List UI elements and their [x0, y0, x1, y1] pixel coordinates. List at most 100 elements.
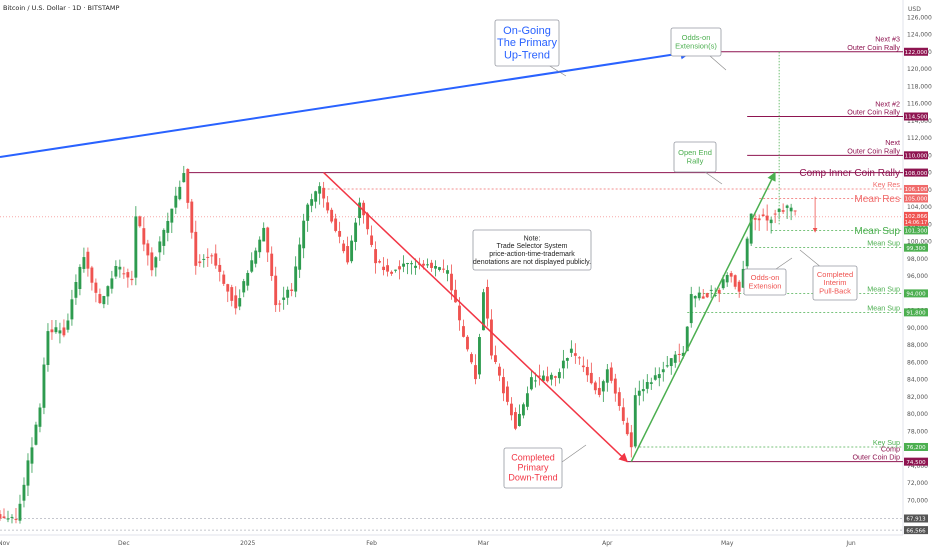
completed-pullback-callout-text: Completed	[817, 270, 853, 279]
candle-body	[106, 286, 110, 297]
candle-body	[366, 213, 370, 230]
candle-body	[374, 249, 378, 264]
candle-body	[749, 213, 753, 244]
candle-body	[150, 252, 154, 271]
candle-body	[478, 337, 481, 375]
candle-body	[434, 265, 437, 269]
candle-body	[525, 393, 529, 407]
candle-body	[338, 230, 342, 237]
candle-body	[442, 268, 445, 270]
price-badge-text: 114,500	[905, 115, 928, 121]
candle-body	[753, 217, 757, 220]
odds-on-extension-callout-box	[743, 268, 787, 296]
candle-body	[174, 195, 178, 208]
level-label: Mean Sup	[854, 226, 900, 237]
candle-body	[661, 369, 665, 373]
candle-body	[226, 284, 230, 292]
completed-pullback-callout-text: Pull-Back	[819, 287, 851, 296]
candle-body	[466, 336, 469, 350]
candle-body	[438, 267, 441, 270]
price-badge-text: 110,000	[905, 154, 928, 160]
candle-body	[549, 374, 553, 380]
candle-body	[342, 243, 346, 252]
x-tick-label: Nov	[0, 540, 10, 547]
candle-body	[454, 289, 457, 303]
candle-body	[318, 186, 322, 194]
candle-body	[34, 424, 38, 445]
trendlines-layer	[0, 47, 818, 463]
candle-body	[210, 255, 214, 257]
uptrend-callout-text: The Primary	[497, 37, 557, 49]
candle-body	[406, 263, 409, 265]
candle-body	[38, 407, 42, 427]
level-label: Mean Res	[854, 194, 900, 205]
candle-body	[294, 266, 298, 292]
candle-body	[354, 222, 358, 242]
candle-body	[6, 518, 10, 520]
candle-body	[246, 272, 250, 286]
candle-body	[446, 270, 449, 274]
completed-downtrend-callout-box	[503, 447, 563, 489]
uptrend-callout-box	[494, 19, 560, 67]
time-axis[interactable]: Nov Dec 2025 Feb Mar Apr May Jun	[0, 540, 856, 547]
odds-on-extension-callout-text: Extension	[749, 281, 782, 290]
note-callout[interactable]: Note:Trade Selector Systemprice-action-t…	[472, 229, 592, 271]
y-tick-label: 86,000	[907, 359, 928, 366]
candle-body	[601, 381, 605, 392]
candle-body	[370, 235, 374, 245]
y-tick-label: 124,000	[907, 32, 932, 39]
odds-on-extension-callout-pointer	[775, 257, 793, 270]
candle-body	[322, 187, 326, 199]
candle-body	[709, 289, 713, 291]
candle-body	[130, 278, 134, 281]
price-badge	[904, 194, 928, 203]
price-badge-text: 94,000	[906, 292, 926, 298]
completed-downtrend-callout-text: Completed	[511, 453, 555, 463]
candle-body	[645, 382, 649, 389]
candle-body	[637, 390, 641, 396]
y-tick-label: 84,000	[907, 377, 928, 384]
candle-body	[585, 366, 589, 376]
candle-body	[382, 266, 386, 271]
price-badge-text: 91,800	[906, 311, 926, 317]
candle-body	[629, 432, 633, 448]
candle-body	[781, 210, 785, 212]
y-tick-label: 118,000	[907, 83, 932, 90]
candle-body	[561, 360, 565, 369]
price-badge-text: 108,000	[905, 171, 928, 177]
level-label: Comp Inner Coin Rally	[799, 168, 900, 179]
candle-body	[110, 278, 114, 289]
y-tick-label: 100,000	[907, 239, 932, 246]
level-label: Mean Sup	[867, 284, 900, 293]
candle-body	[194, 231, 198, 266]
candle-body	[717, 289, 721, 294]
candle-body	[450, 273, 453, 291]
candle-body	[62, 327, 66, 336]
completed-downtrend-callout-pointer	[561, 444, 587, 463]
price-badge-text: 76,200	[906, 445, 926, 451]
candle-body	[286, 289, 290, 298]
candle-body	[290, 289, 294, 292]
candle-body	[298, 244, 302, 270]
candle-body	[166, 220, 170, 233]
x-tick-label: Feb	[366, 540, 377, 547]
completed-pullback-callout-box	[812, 265, 858, 301]
candle-body	[358, 202, 362, 219]
y-tick-label: 88,000	[907, 342, 928, 349]
y-tick-label: 74,000	[907, 463, 928, 470]
candle-body	[577, 357, 581, 359]
candle-body	[685, 326, 689, 352]
candle-body	[178, 186, 182, 200]
candle-body	[669, 358, 673, 367]
y-tick-label: 70,000	[907, 497, 928, 504]
level-label: Next #3	[875, 35, 900, 44]
level-label: Next	[885, 138, 900, 147]
odds-on-extension-callout-text: Odds-on	[751, 273, 780, 282]
